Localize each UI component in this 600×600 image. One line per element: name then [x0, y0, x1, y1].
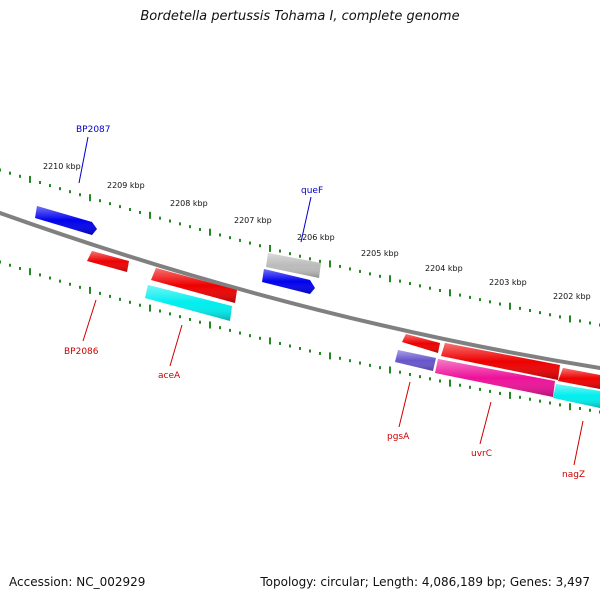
gene-pgsA — [402, 334, 440, 353]
gene-layer — [35, 206, 600, 408]
genome-backbone — [0, 211, 600, 370]
gene-aceA-label: aceA — [158, 371, 181, 381]
gene-BP2086-shade — [87, 251, 129, 272]
gene-uvrC-leader-line — [479, 401, 492, 445]
gene-uvrC-paired-shade — [435, 359, 555, 397]
gene-uvrC-paired — [435, 359, 555, 397]
gene-uvrC — [441, 343, 560, 380]
accession-text: Accession: NC_002929 — [9, 575, 146, 589]
gene-queF-leader-line — [300, 196, 312, 243]
gene-pgsA-shade — [402, 334, 440, 353]
kbp-tick-label: 2210 kbp — [43, 162, 81, 171]
gene-queF-shade — [266, 253, 321, 278]
gene-pgsA-leader-line — [398, 381, 411, 428]
gene-nagZ-label: nagZ — [562, 470, 585, 480]
topology-text: Topology: circular; Length: 4,086,189 bp… — [260, 575, 590, 589]
gene-nagZ-paired-shade — [553, 384, 600, 408]
gene-BP2086-label: BP2086 — [64, 347, 99, 357]
gene-BP2086-leader-line — [82, 299, 97, 342]
kbp-tick-label: 2203 kbp — [489, 278, 527, 287]
kbp-tick-label: 2208 kbp — [170, 199, 208, 208]
gene-pgsA-label: pgsA — [387, 432, 410, 442]
gene-aceA — [151, 268, 237, 303]
gene-aceA-paired-shade — [145, 285, 232, 321]
gene-aceA-leader-line — [169, 324, 183, 367]
gene-nagZ — [558, 368, 600, 389]
gene-pgsA-paired-shade — [395, 350, 436, 371]
gene-queF-adjacent — [262, 269, 315, 294]
gene-BP2087-shade — [35, 206, 97, 235]
gene-BP2086 — [87, 251, 129, 272]
kbp-tick-label: 2209 kbp — [107, 181, 145, 190]
gene-uvrC-label: uvrC — [471, 449, 492, 459]
gene-uvrC-shade — [441, 343, 560, 380]
gene-BP2087 — [35, 206, 97, 235]
gene-nagZ-shade — [558, 368, 600, 389]
gene-queF-label: queF — [301, 186, 323, 196]
kbp-tick-label: 2204 kbp — [425, 264, 463, 273]
gene-BP2087-label: BP2087 — [76, 125, 111, 135]
gene-queF-adjacent-shade — [262, 269, 315, 294]
gene-nagZ-paired — [553, 384, 600, 408]
label-layer: BP2087 queF BP2086 aceA pgsA uvrC nagZ — [64, 125, 585, 480]
kbp-tick-label: 2207 kbp — [234, 216, 272, 225]
gene-queF — [266, 253, 321, 278]
gene-aceA-shade — [151, 268, 237, 303]
kbp-tick-label: 2206 kbp — [297, 233, 335, 242]
tick-layer: 2210 kbp 2209 kbp 2208 kbp 2207 kbp 2206 kbp… — [0, 162, 600, 414]
gene-aceA-paired — [145, 285, 232, 321]
gene-BP2087-leader-line — [78, 136, 89, 184]
kbp-tick-label: 2205 kbp — [361, 249, 399, 258]
gene-nagZ-leader-line — [573, 420, 584, 466]
gene-pgsA-paired — [395, 350, 436, 371]
map-title: Bordetella pertussis Tohama I, complete … — [140, 9, 460, 24]
kbp-tick-label: 2202 kbp — [553, 292, 591, 301]
